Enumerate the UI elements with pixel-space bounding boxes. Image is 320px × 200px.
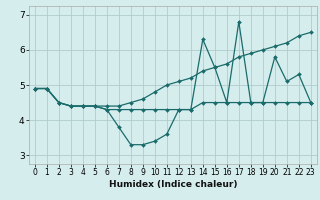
X-axis label: Humidex (Indice chaleur): Humidex (Indice chaleur) <box>108 180 237 189</box>
